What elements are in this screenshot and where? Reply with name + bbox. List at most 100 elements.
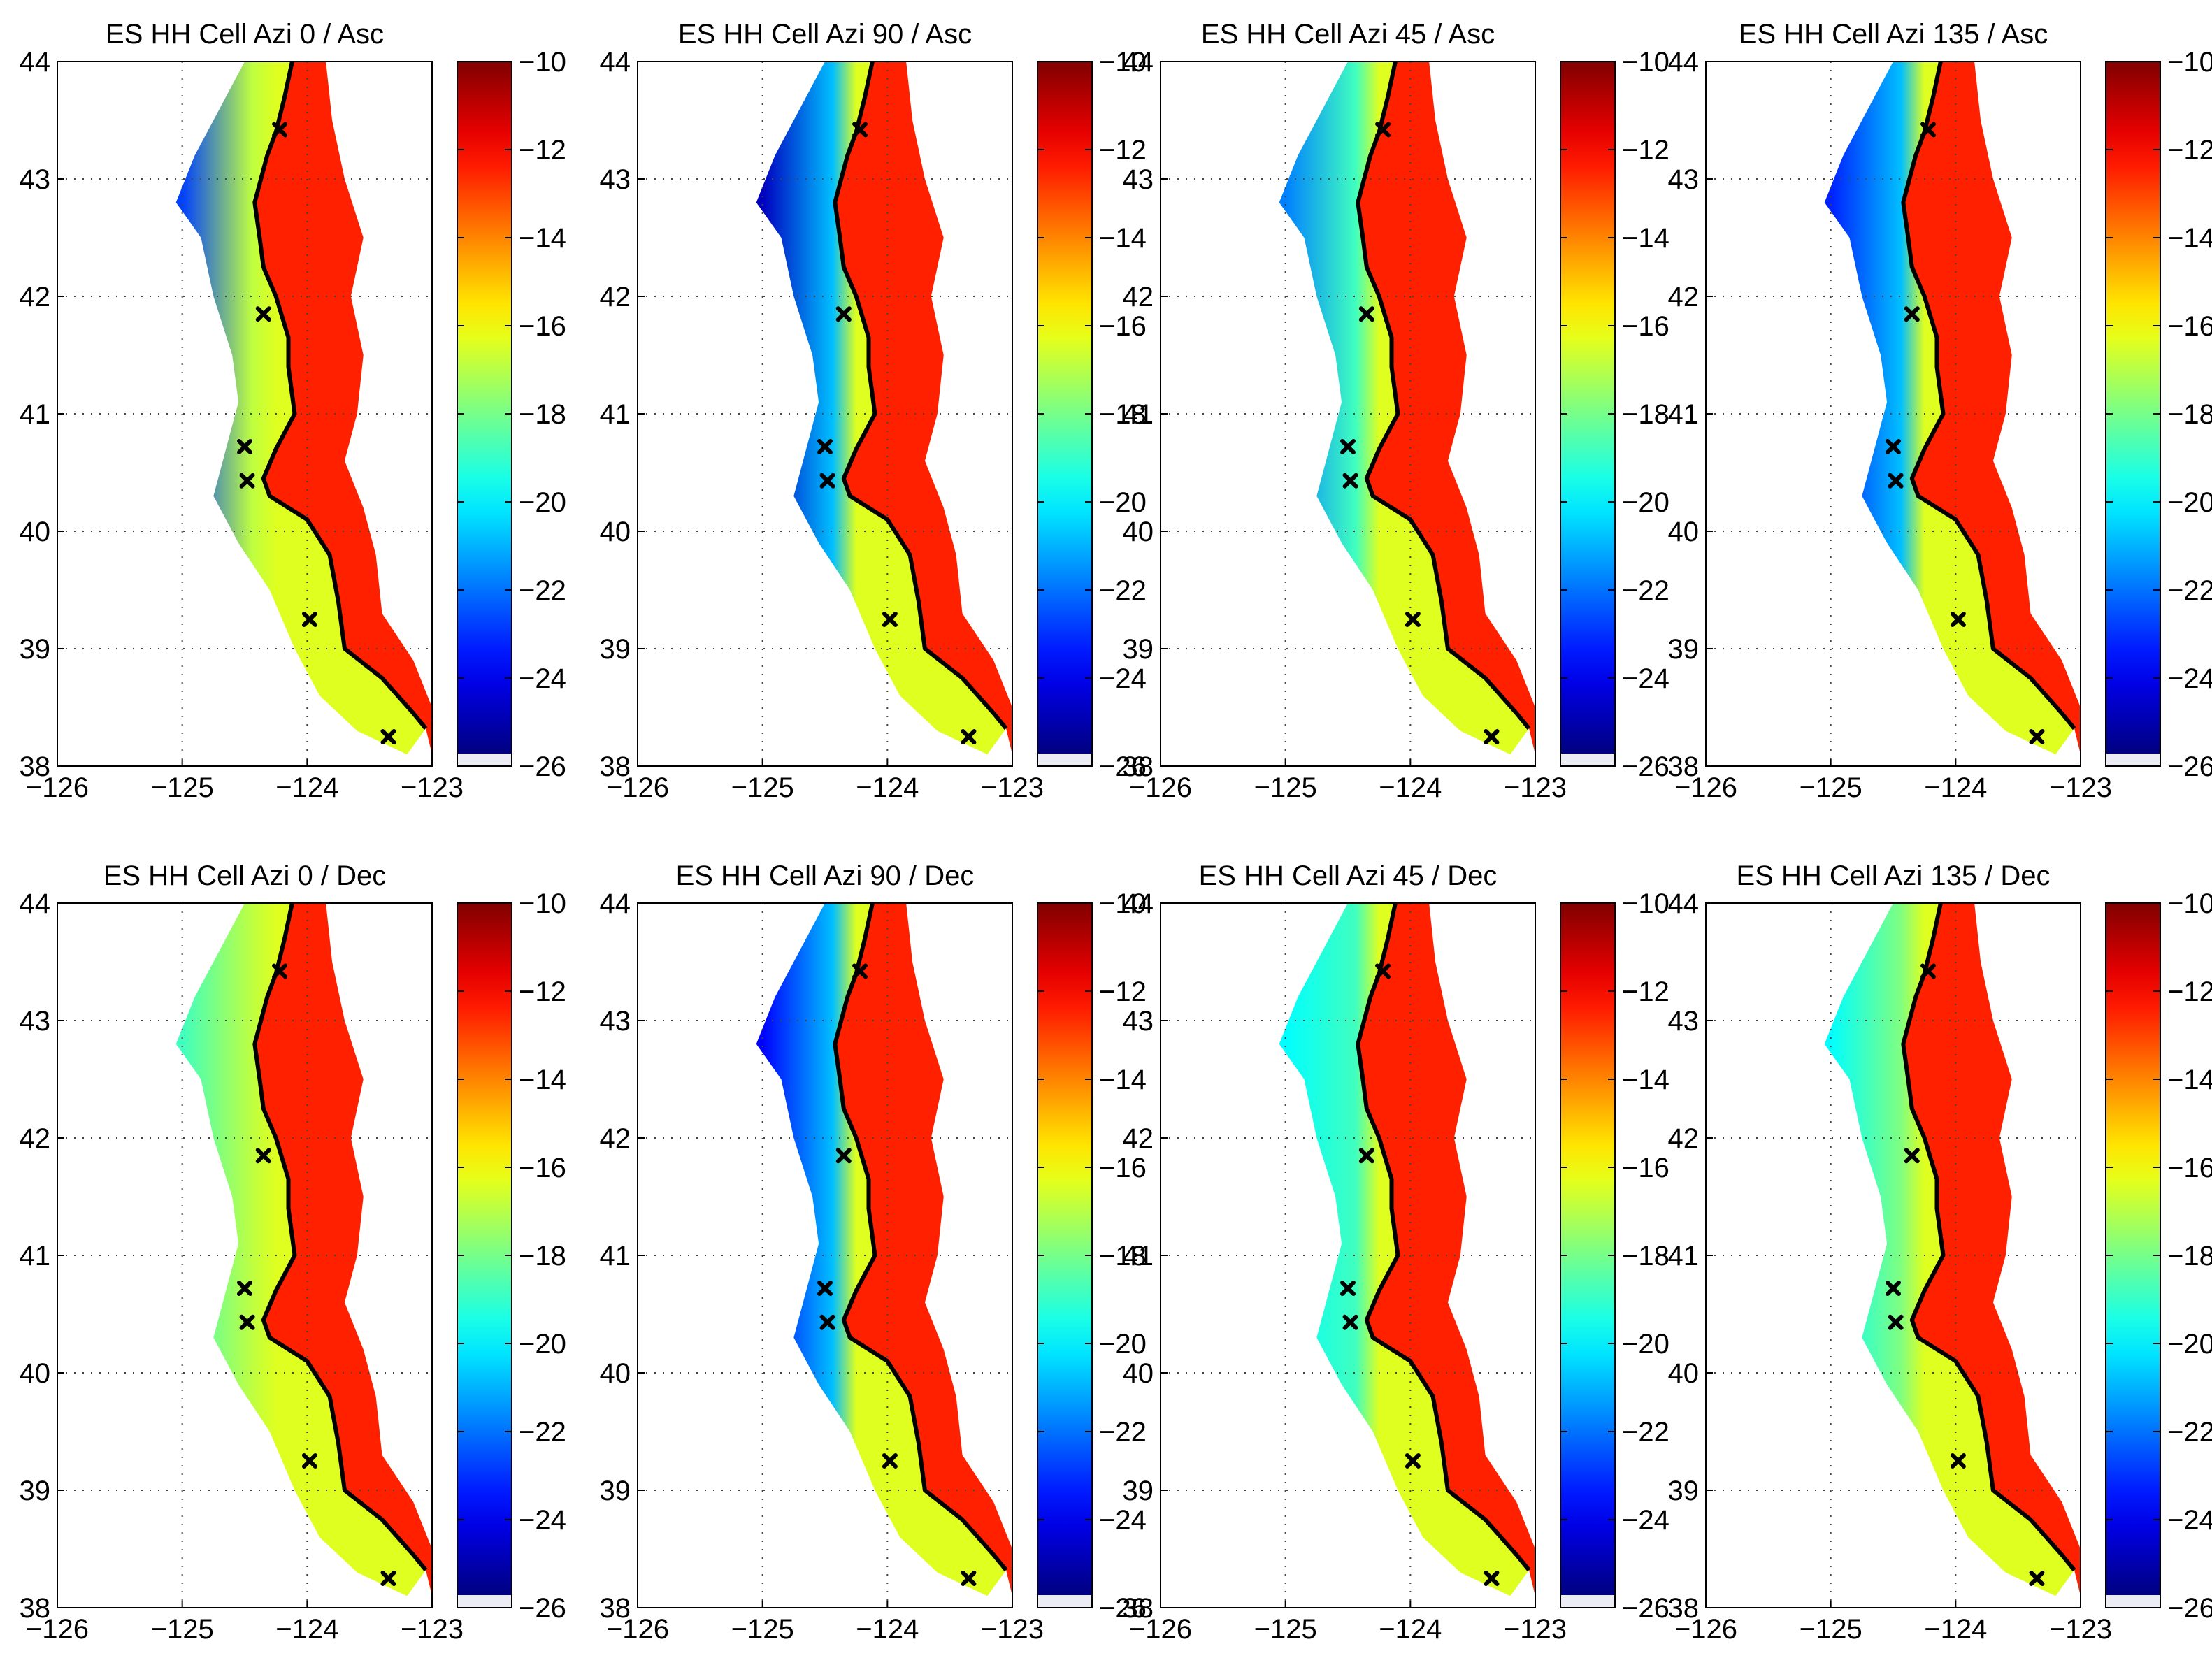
- colorbar-tick-label: −26: [2167, 751, 2212, 782]
- ocean-swath: [756, 62, 1007, 755]
- colorbar-tick-label: −10: [1622, 47, 1669, 78]
- y-tick-label: 44: [20, 888, 51, 919]
- x-tick-label: −123: [2049, 772, 2112, 803]
- buoy-marker: [255, 306, 271, 322]
- colorbar-tick-label: −14: [519, 1065, 566, 1095]
- subplot-title: ES HH Cell Azi 90 / Dec: [676, 860, 975, 891]
- x-tick-label: −126: [606, 772, 669, 803]
- x-tick-label: −123: [401, 1614, 464, 1645]
- buoy-marker: [239, 1314, 255, 1330]
- y-tick-label: 40: [600, 517, 631, 547]
- colorbar-tick-label: −12: [2167, 976, 2212, 1007]
- x-tick-label: −125: [1254, 772, 1317, 803]
- colorbar-tick-label: −10: [519, 888, 566, 919]
- buoy-marker: [852, 122, 868, 138]
- y-tick-label: 40: [1668, 1358, 1700, 1389]
- y-tick-label: 40: [1668, 517, 1700, 547]
- colorbar-tick-label: −18: [519, 399, 566, 430]
- colorbar-tick-label: −18: [519, 1241, 566, 1271]
- buoy-marker: [1340, 1281, 1356, 1297]
- y-tick-label: 42: [1668, 282, 1700, 312]
- buoy-marker: [817, 439, 833, 455]
- x-tick-label: −125: [1800, 1614, 1862, 1645]
- y-tick-label: 43: [600, 164, 631, 195]
- buoy-marker: [237, 1281, 252, 1297]
- buoy-marker: [882, 612, 898, 627]
- backscatter-field: [756, 903, 1012, 1596]
- y-tick-label: 41: [20, 1241, 51, 1271]
- buoy-marker: [1484, 1571, 1500, 1586]
- buoy-marker: [1950, 612, 1966, 627]
- colorbar-tick-label: −18: [2167, 399, 2212, 430]
- x-tick-label: −124: [275, 1614, 338, 1645]
- colorbar-tick-label: −14: [2167, 1065, 2212, 1095]
- backscatter-field: [1279, 903, 1535, 1596]
- y-tick-label: 42: [20, 282, 51, 312]
- x-tick-label: −123: [981, 772, 1044, 803]
- x-tick-label: −126: [26, 772, 89, 803]
- buoy-marker: [237, 439, 252, 455]
- colorbar-tick-label: −10: [1099, 888, 1147, 919]
- x-tick-label: −126: [26, 1614, 89, 1645]
- colorbar-tick-label: −14: [1622, 223, 1669, 254]
- y-tick-label: 39: [600, 1476, 631, 1506]
- y-tick-label: 43: [20, 1006, 51, 1037]
- x-tick-label: −123: [981, 1614, 1044, 1645]
- colorbar-tick-label: −16: [519, 311, 566, 342]
- x-tick-label: −126: [1129, 1614, 1192, 1645]
- subplot-8: −126 −125 −124 −123 38 39 40 41 42 43 44 ES HH Cell…: [1668, 860, 2212, 1645]
- colorbar-tick-label: −18: [1622, 1241, 1669, 1271]
- colorbar-tick-label: −20: [519, 487, 566, 518]
- colorbar-nodata-band: [457, 754, 512, 766]
- x-tick-label: −123: [1504, 772, 1567, 803]
- buoy-marker: [1904, 306, 1920, 322]
- colorbar-tick-label: −14: [1099, 223, 1147, 254]
- y-tick-label: 43: [1123, 1006, 1154, 1037]
- x-tick-label: −126: [1129, 772, 1192, 803]
- y-tick-label: 41: [1668, 399, 1700, 430]
- colorbar-tick-label: −22: [2167, 575, 2212, 606]
- y-tick-label: 40: [20, 517, 51, 547]
- buoy-marker: [2029, 729, 2045, 744]
- colorbar-tick-label: −26: [1099, 751, 1147, 782]
- colorbar-tick-label: −16: [1099, 1153, 1147, 1183]
- buoy-marker: [1405, 1453, 1421, 1469]
- y-tick-label: 43: [1668, 164, 1700, 195]
- buoy-marker: [1340, 439, 1356, 455]
- y-tick-label: 41: [600, 1241, 631, 1271]
- x-tick-label: −124: [275, 772, 338, 803]
- colorbar-tick-label: −14: [519, 223, 566, 254]
- colorbar-tick-label: −24: [1099, 1505, 1147, 1536]
- colorbar-gradient: [1560, 903, 1615, 1595]
- colorbar-tick-label: −26: [519, 751, 566, 782]
- y-tick-label: 40: [1123, 517, 1154, 547]
- land-swath: [254, 62, 432, 755]
- colorbar-tick-label: −16: [2167, 1153, 2212, 1183]
- y-tick-label: 44: [1668, 47, 1700, 78]
- colorbar-tick-label: −24: [519, 663, 566, 694]
- coastline: [252, 62, 428, 730]
- colorbar-tick-label: −24: [2167, 663, 2212, 694]
- buoy-marker: [301, 612, 317, 627]
- x-tick-label: −125: [151, 772, 214, 803]
- subplot-2: −126 −125 −124 −123 38 39 40 41 42 43 44 ES HH Cell…: [600, 19, 1147, 803]
- colorbar-tick-label: −14: [2167, 223, 2212, 254]
- colorbar-tick-label: −24: [1099, 663, 1147, 694]
- y-tick-label: 38: [600, 751, 631, 782]
- land-swath: [835, 903, 1012, 1596]
- colorbar-tick-label: −20: [1099, 1329, 1147, 1360]
- x-tick-label: −123: [2049, 1614, 2112, 1645]
- y-tick-label: 39: [1668, 1476, 1700, 1506]
- y-tick-label: 41: [1123, 399, 1154, 430]
- colorbar-tick-label: −20: [2167, 1329, 2212, 1360]
- y-tick-label: 39: [20, 1476, 51, 1506]
- buoy-marker: [1920, 963, 1937, 979]
- colorbar-tick-label: −14: [1622, 1065, 1669, 1095]
- subplot-title: ES HH Cell Azi 0 / Dec: [103, 860, 387, 891]
- buoy-marker: [1405, 612, 1421, 627]
- colorbar-nodata-band: [457, 1595, 512, 1608]
- colorbar-gradient: [457, 903, 512, 1595]
- buoy-marker: [2029, 1571, 2045, 1586]
- x-tick-label: −125: [1254, 1614, 1317, 1645]
